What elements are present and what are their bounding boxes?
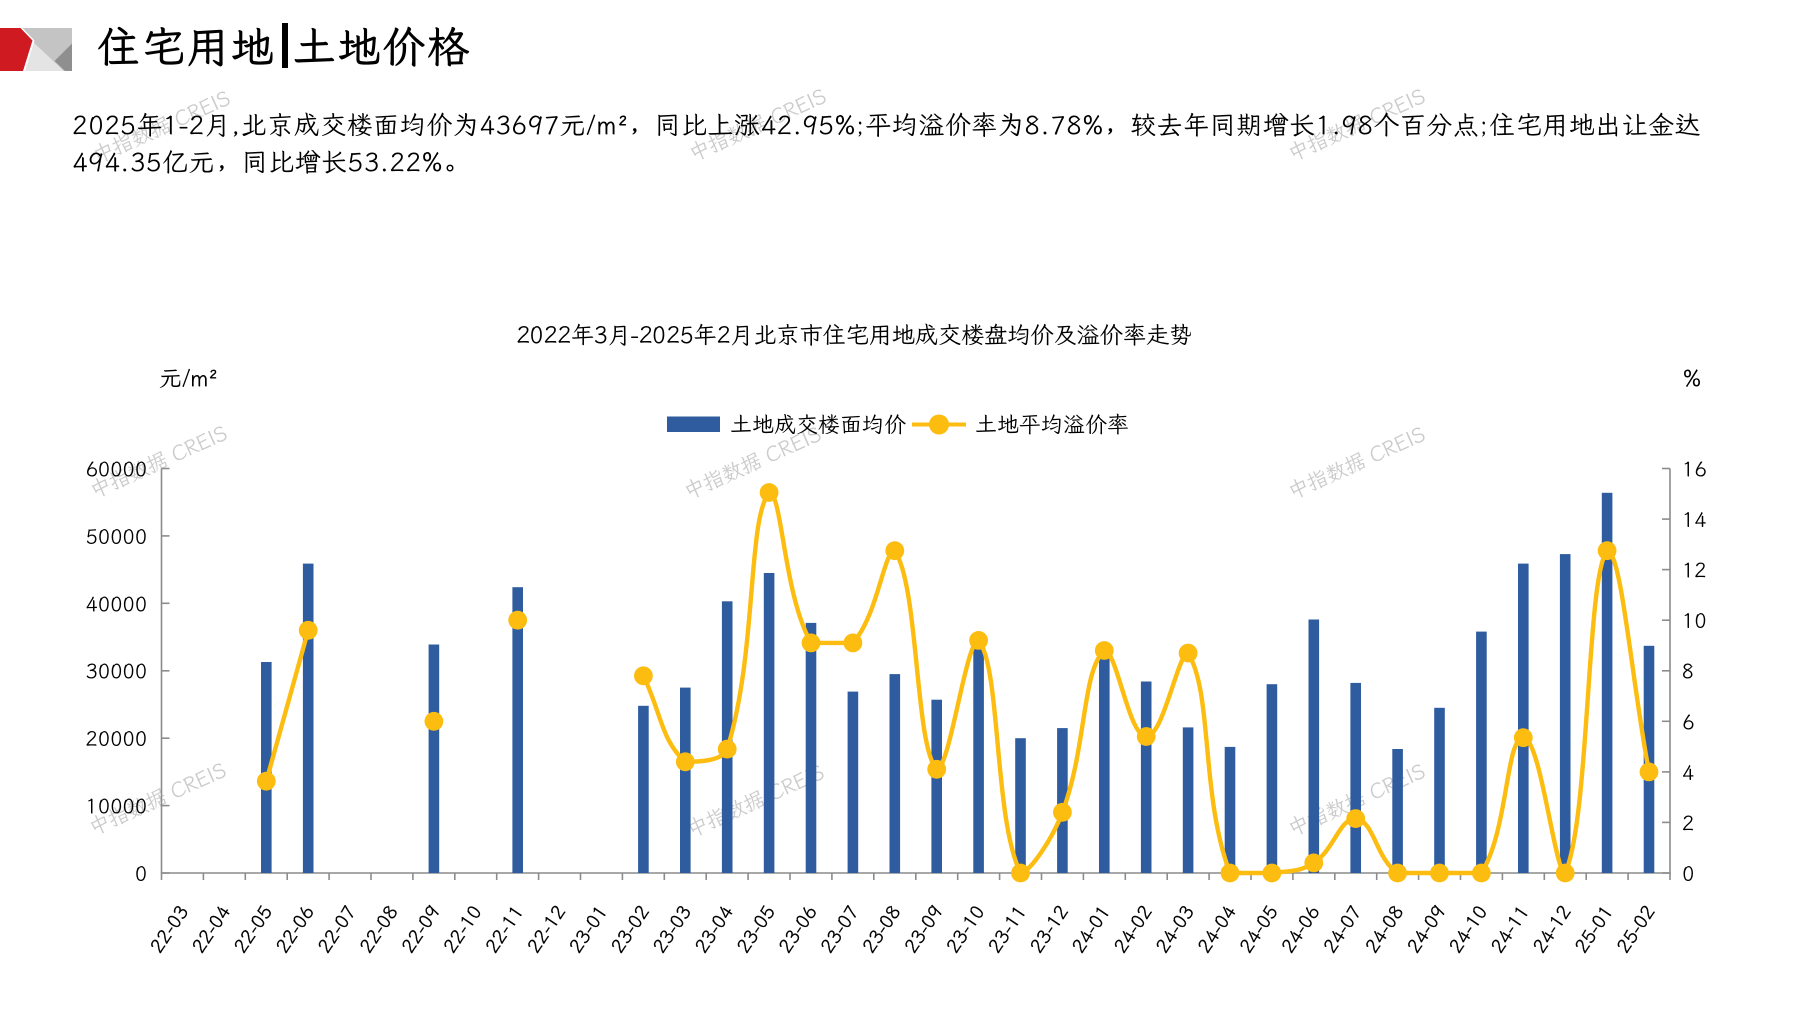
svg-text:22-04: 22-04 [186, 900, 236, 957]
svg-text:10: 10 [1682, 607, 1707, 634]
svg-text:24-01: 24-01 [1066, 900, 1116, 957]
svg-text:14: 14 [1682, 506, 1707, 533]
svg-text:24-06: 24-06 [1275, 900, 1325, 957]
svg-text:22-10: 22-10 [437, 900, 487, 957]
svg-text:24-07: 24-07 [1317, 900, 1367, 957]
svg-text:4: 4 [1682, 758, 1694, 785]
svg-text:40000: 40000 [86, 590, 148, 617]
svg-text:土地平均溢价率: 土地平均溢价率 [975, 410, 1129, 439]
svg-text:22-11: 22-11 [479, 900, 529, 957]
svg-text:8: 8 [1682, 657, 1694, 684]
svg-text:23-10: 23-10 [940, 900, 990, 957]
svg-text:2: 2 [1682, 809, 1694, 836]
svg-text:0: 0 [1682, 860, 1694, 887]
svg-text:22-09: 22-09 [396, 900, 446, 957]
svg-text:23-01: 23-01 [563, 900, 613, 957]
svg-text:23-03: 23-03 [647, 900, 697, 958]
svg-text:25-01: 25-01 [1569, 900, 1619, 957]
svg-text:24-09: 24-09 [1401, 900, 1451, 957]
svg-text:0: 0 [135, 860, 147, 887]
svg-text:23-05: 23-05 [731, 900, 781, 957]
svg-text:60000: 60000 [86, 455, 148, 482]
svg-text:24-11: 24-11 [1485, 900, 1535, 957]
svg-text:24-10: 24-10 [1443, 900, 1493, 957]
svg-text:23-11: 23-11 [982, 900, 1032, 957]
svg-text:22-06: 22-06 [270, 900, 320, 957]
svg-text:23-06: 23-06 [773, 900, 823, 957]
svg-text:6: 6 [1682, 708, 1694, 735]
svg-text:24-03: 24-03 [1150, 900, 1200, 958]
svg-text:22-12: 22-12 [521, 900, 571, 957]
svg-text:12: 12 [1682, 556, 1707, 583]
svg-text:25-02: 25-02 [1611, 900, 1661, 957]
svg-text:22-08: 22-08 [354, 900, 404, 957]
svg-text:元/m²: 元/m² [159, 362, 218, 393]
svg-text:20000: 20000 [86, 725, 148, 752]
svg-text:30000: 30000 [86, 657, 148, 684]
svg-text:24-08: 24-08 [1359, 900, 1409, 957]
svg-text:50000: 50000 [86, 522, 148, 549]
svg-text:22-07: 22-07 [312, 900, 362, 957]
svg-text:%: % [1683, 362, 1701, 393]
svg-text:2022年3月-2025年2月北京市住宅用地成交楼盘均价及溢: 2022年3月-2025年2月北京市住宅用地成交楼盘均价及溢价率走势 [516, 319, 1192, 350]
svg-text:24-02: 24-02 [1108, 900, 1158, 957]
svg-text:23-08: 23-08 [856, 900, 906, 957]
svg-text:24-05: 24-05 [1234, 900, 1284, 957]
svg-text:22-05: 22-05 [228, 900, 278, 957]
svg-text:24-04: 24-04 [1192, 900, 1242, 957]
svg-text:22-03: 22-03 [144, 900, 194, 958]
svg-text:土地成交楼面均价: 土地成交楼面均价 [730, 410, 906, 439]
svg-text:23-09: 23-09 [898, 900, 948, 957]
svg-text:23-04: 23-04 [689, 900, 739, 957]
svg-text:16: 16 [1682, 455, 1707, 482]
svg-text:10000: 10000 [86, 792, 148, 819]
svg-text:23-02: 23-02 [605, 900, 655, 957]
svg-text:24-12: 24-12 [1527, 900, 1577, 957]
svg-text:23-07: 23-07 [815, 900, 865, 957]
svg-text:23-12: 23-12 [1024, 900, 1074, 957]
